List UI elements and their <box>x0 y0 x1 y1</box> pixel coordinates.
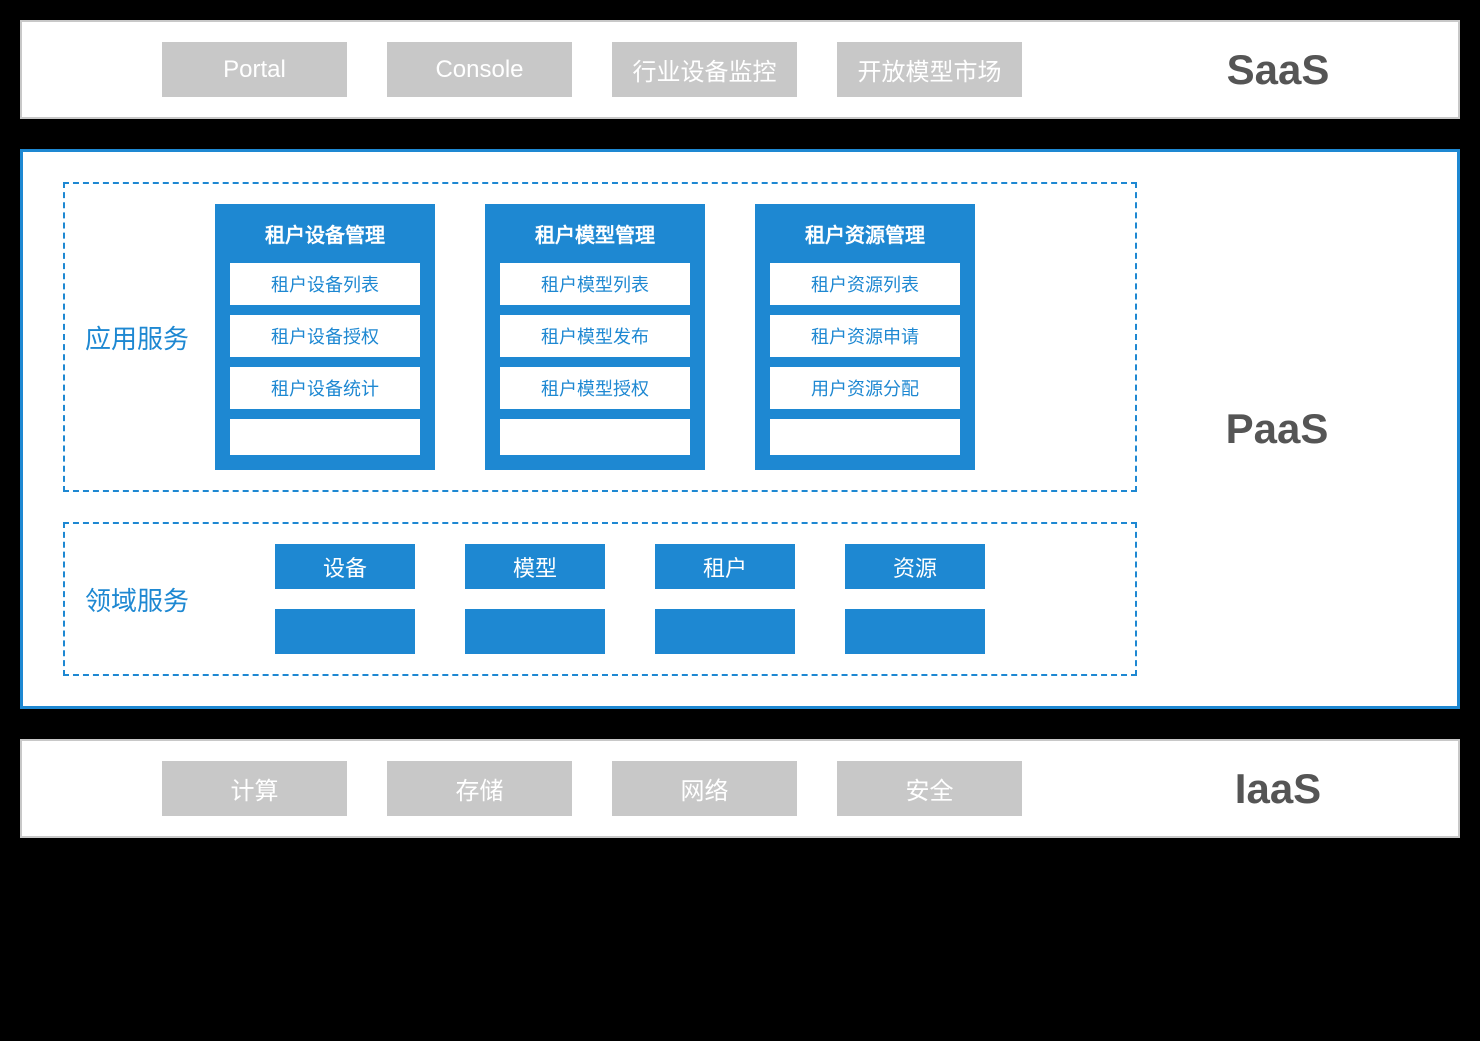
card-item: 租户资源列表 <box>770 263 960 305</box>
card-model-mgmt: 租户模型管理 租户模型列表 租户模型发布 租户模型授权 <box>485 204 705 470</box>
card-item: 租户模型列表 <box>500 263 690 305</box>
card-item: 租户模型授权 <box>500 367 690 409</box>
card-item <box>230 419 420 455</box>
domain-row-2 <box>275 609 1075 654</box>
app-service-title: 应用服务 <box>85 319 215 356</box>
saas-box-console: Console <box>387 42 572 97</box>
paas-layer: 应用服务 租户设备管理 租户设备列表 租户设备授权 租户设备统计 租户模型管理 … <box>20 149 1460 709</box>
saas-box-portal: Portal <box>162 42 347 97</box>
domain-box-empty <box>845 609 985 654</box>
card-item: 租户模型发布 <box>500 315 690 357</box>
iaas-boxes: 计算 存储 网络 安全 <box>62 761 1138 816</box>
card-item: 租户设备列表 <box>230 263 420 305</box>
service-cards: 租户设备管理 租户设备列表 租户设备授权 租户设备统计 租户模型管理 租户模型列… <box>215 204 1115 470</box>
card-item: 租户设备授权 <box>230 315 420 357</box>
card-title: 租户设备管理 <box>230 219 420 248</box>
card-title: 租户资源管理 <box>770 219 960 248</box>
card-item: 租户资源申请 <box>770 315 960 357</box>
saas-label: SaaS <box>1138 42 1418 97</box>
domain-box-empty <box>465 609 605 654</box>
card-item <box>770 419 960 455</box>
saas-box-market: 开放模型市场 <box>837 42 1022 97</box>
domain-box-model: 模型 <box>465 544 605 589</box>
iaas-box-compute: 计算 <box>162 761 347 816</box>
domain-box-empty <box>655 609 795 654</box>
domain-box-device: 设备 <box>275 544 415 589</box>
iaas-box-network: 网络 <box>612 761 797 816</box>
iaas-content: 计算 存储 网络 安全 <box>62 761 1138 816</box>
card-item <box>500 419 690 455</box>
paas-label: PaaS <box>1137 182 1417 676</box>
iaas-label: IaaS <box>1138 761 1418 816</box>
iaas-box-storage: 存储 <box>387 761 572 816</box>
iaas-box-security: 安全 <box>837 761 1022 816</box>
card-resource-mgmt: 租户资源管理 租户资源列表 租户资源申请 用户资源分配 <box>755 204 975 470</box>
domain-service-title: 领域服务 <box>85 581 215 618</box>
paas-content: 应用服务 租户设备管理 租户设备列表 租户设备授权 租户设备统计 租户模型管理 … <box>63 182 1137 676</box>
iaas-layer: 计算 存储 网络 安全 IaaS <box>20 739 1460 838</box>
domain-service-section: 领域服务 设备 模型 租户 资源 <box>63 522 1137 676</box>
card-title: 租户模型管理 <box>500 219 690 248</box>
domain-box-empty <box>275 609 415 654</box>
domain-box-resource: 资源 <box>845 544 985 589</box>
domain-boxes: 设备 模型 租户 资源 <box>275 544 1115 654</box>
domain-box-tenant: 租户 <box>655 544 795 589</box>
saas-layer: Portal Console 行业设备监控 开放模型市场 SaaS <box>20 20 1460 119</box>
card-item: 租户设备统计 <box>230 367 420 409</box>
app-service-section: 应用服务 租户设备管理 租户设备列表 租户设备授权 租户设备统计 租户模型管理 … <box>63 182 1137 492</box>
saas-boxes: Portal Console 行业设备监控 开放模型市场 <box>62 42 1138 97</box>
domain-row-1: 设备 模型 租户 资源 <box>275 544 1075 589</box>
card-device-mgmt: 租户设备管理 租户设备列表 租户设备授权 租户设备统计 <box>215 204 435 470</box>
domain-content: 设备 模型 租户 资源 <box>215 544 1115 654</box>
card-item: 用户资源分配 <box>770 367 960 409</box>
saas-box-monitoring: 行业设备监控 <box>612 42 797 97</box>
saas-content: Portal Console 行业设备监控 开放模型市场 <box>62 42 1138 97</box>
